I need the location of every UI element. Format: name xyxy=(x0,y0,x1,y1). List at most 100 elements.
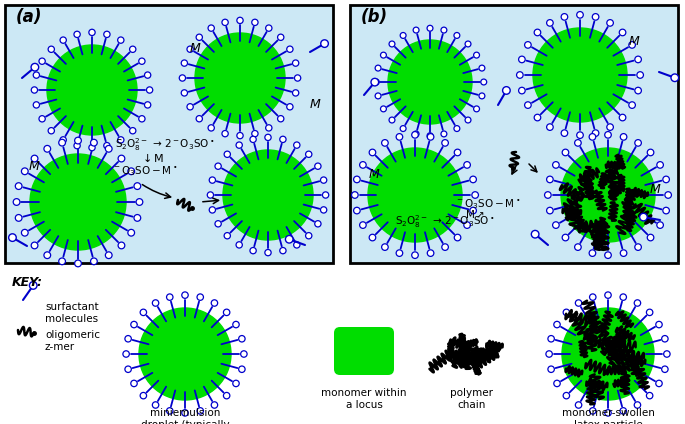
Circle shape xyxy=(250,248,256,254)
Circle shape xyxy=(470,176,476,183)
Circle shape xyxy=(561,130,568,137)
Circle shape xyxy=(454,149,461,156)
Circle shape xyxy=(9,234,16,241)
Circle shape xyxy=(208,192,214,198)
Circle shape xyxy=(634,300,640,306)
Circle shape xyxy=(380,52,386,58)
Circle shape xyxy=(139,58,145,64)
Circle shape xyxy=(563,393,570,399)
Text: M$\nearrow$: M$\nearrow$ xyxy=(465,208,485,220)
Circle shape xyxy=(128,168,134,175)
Circle shape xyxy=(562,308,654,400)
Circle shape xyxy=(21,168,28,175)
Circle shape xyxy=(369,149,376,156)
Circle shape xyxy=(295,75,301,81)
Circle shape xyxy=(353,207,360,214)
Circle shape xyxy=(547,207,553,214)
Circle shape xyxy=(503,86,510,94)
Circle shape xyxy=(209,177,216,183)
Circle shape xyxy=(238,335,245,342)
Circle shape xyxy=(131,321,137,328)
Circle shape xyxy=(553,321,560,328)
Bar xyxy=(5,5,333,263)
Circle shape xyxy=(635,244,641,251)
Circle shape xyxy=(647,393,653,399)
Circle shape xyxy=(412,252,419,259)
Circle shape xyxy=(33,72,40,78)
Circle shape xyxy=(197,407,203,414)
Circle shape xyxy=(208,25,214,31)
Circle shape xyxy=(561,148,655,242)
Circle shape xyxy=(577,11,584,18)
Circle shape xyxy=(182,410,188,416)
Circle shape xyxy=(105,145,112,152)
Circle shape xyxy=(233,380,239,387)
Circle shape xyxy=(224,233,230,239)
Circle shape xyxy=(118,37,124,43)
Circle shape xyxy=(605,410,611,416)
Circle shape xyxy=(353,176,360,183)
Circle shape xyxy=(44,145,51,152)
Circle shape xyxy=(294,242,300,248)
Circle shape xyxy=(533,28,627,122)
Circle shape xyxy=(215,163,221,169)
Circle shape xyxy=(32,155,38,162)
Circle shape xyxy=(656,380,662,387)
Circle shape xyxy=(32,87,38,93)
Circle shape xyxy=(222,131,228,137)
Circle shape xyxy=(118,242,125,249)
Circle shape xyxy=(427,134,434,140)
Circle shape xyxy=(545,192,551,198)
Circle shape xyxy=(129,46,136,53)
Text: M: M xyxy=(650,183,661,196)
Circle shape xyxy=(145,102,151,108)
Circle shape xyxy=(369,234,376,241)
Circle shape xyxy=(389,117,395,123)
Circle shape xyxy=(166,294,173,300)
Circle shape xyxy=(287,103,293,110)
Circle shape xyxy=(30,154,126,250)
Text: $\mathregular{S_2O_8^{2-}}$ → $\mathregular{2^-O_3SO^\bullet}$: $\mathregular{S_2O_8^{2-}}$ → $\mathregu… xyxy=(115,136,215,153)
Circle shape xyxy=(607,20,613,26)
Circle shape xyxy=(209,207,216,213)
Circle shape xyxy=(479,65,485,71)
Circle shape xyxy=(620,294,627,300)
Text: (a): (a) xyxy=(16,8,42,26)
Circle shape xyxy=(123,351,129,357)
Circle shape xyxy=(59,258,66,265)
Circle shape xyxy=(441,27,447,33)
Circle shape xyxy=(396,250,403,257)
Circle shape xyxy=(663,207,669,214)
Circle shape xyxy=(103,142,110,149)
Circle shape xyxy=(197,294,203,300)
Circle shape xyxy=(286,235,293,243)
Circle shape xyxy=(671,74,679,81)
Circle shape xyxy=(441,131,447,137)
Circle shape xyxy=(562,149,569,156)
Circle shape xyxy=(656,321,662,328)
Text: $\downarrow$M: $\downarrow$M xyxy=(140,152,164,164)
Circle shape xyxy=(619,114,626,121)
Circle shape xyxy=(662,366,668,372)
Circle shape xyxy=(292,60,299,66)
Circle shape xyxy=(413,131,419,137)
Circle shape xyxy=(279,136,286,142)
Circle shape xyxy=(473,106,480,112)
Circle shape xyxy=(33,102,40,108)
Circle shape xyxy=(375,65,381,71)
Circle shape xyxy=(473,52,480,58)
Circle shape xyxy=(152,300,159,306)
Circle shape xyxy=(657,162,663,168)
Circle shape xyxy=(314,163,321,169)
Circle shape xyxy=(196,34,203,40)
Circle shape xyxy=(294,142,300,148)
Circle shape xyxy=(553,222,559,229)
Circle shape xyxy=(29,282,37,289)
Circle shape xyxy=(145,72,151,78)
Circle shape xyxy=(547,176,553,183)
Circle shape xyxy=(223,150,313,240)
Circle shape xyxy=(647,234,653,241)
Circle shape xyxy=(427,133,433,139)
Circle shape xyxy=(277,34,284,40)
Circle shape xyxy=(634,402,640,408)
